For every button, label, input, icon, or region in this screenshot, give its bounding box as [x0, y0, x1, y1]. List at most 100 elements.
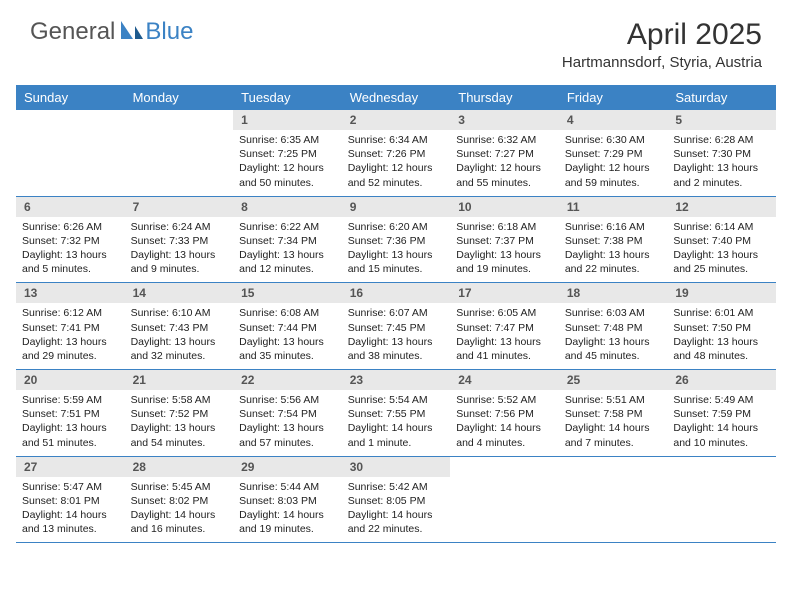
month-title: April 2025 — [562, 18, 762, 52]
day-body: Sunrise: 6:16 AMSunset: 7:38 PMDaylight:… — [559, 217, 668, 283]
day-body: Sunrise: 6:35 AMSunset: 7:25 PMDaylight:… — [233, 130, 342, 196]
daylight-text: Daylight: 14 hours and 4 minutes. — [456, 421, 553, 449]
sunset-text: Sunset: 7:37 PM — [456, 234, 553, 248]
sunrise-text: Sunrise: 6:28 AM — [673, 133, 770, 147]
daylight-text: Daylight: 13 hours and 22 minutes. — [565, 248, 662, 276]
sunrise-text: Sunrise: 6:22 AM — [239, 220, 336, 234]
sunset-text: Sunset: 7:47 PM — [456, 321, 553, 335]
calendar-cell: 16Sunrise: 6:07 AMSunset: 7:45 PMDayligh… — [342, 283, 451, 370]
sunrise-text: Sunrise: 5:52 AM — [456, 393, 553, 407]
brand-part2: Blue — [145, 18, 193, 46]
sunset-text: Sunset: 8:02 PM — [131, 494, 228, 508]
day-number: 2 — [342, 110, 451, 130]
calendar-cell: 7Sunrise: 6:24 AMSunset: 7:33 PMDaylight… — [125, 196, 234, 283]
brand-logo: General Blue — [30, 18, 193, 46]
day-body: Sunrise: 5:44 AMSunset: 8:03 PMDaylight:… — [233, 477, 342, 543]
calendar-cell: 2Sunrise: 6:34 AMSunset: 7:26 PMDaylight… — [342, 110, 451, 196]
brand-part1: General — [30, 18, 115, 46]
calendar-week: 13Sunrise: 6:12 AMSunset: 7:41 PMDayligh… — [16, 283, 776, 370]
sunrise-text: Sunrise: 5:44 AM — [239, 480, 336, 494]
sunrise-text: Sunrise: 5:59 AM — [22, 393, 119, 407]
calendar-cell: 3Sunrise: 6:32 AMSunset: 7:27 PMDaylight… — [450, 110, 559, 196]
calendar-cell: 23Sunrise: 5:54 AMSunset: 7:55 PMDayligh… — [342, 370, 451, 457]
sunrise-text: Sunrise: 6:08 AM — [239, 306, 336, 320]
sunrise-text: Sunrise: 5:49 AM — [673, 393, 770, 407]
sunrise-text: Sunrise: 6:03 AM — [565, 306, 662, 320]
day-body: Sunrise: 6:26 AMSunset: 7:32 PMDaylight:… — [16, 217, 125, 283]
day-number: 15 — [233, 283, 342, 303]
sunset-text: Sunset: 7:26 PM — [348, 147, 445, 161]
daylight-text: Daylight: 14 hours and 7 minutes. — [565, 421, 662, 449]
sunset-text: Sunset: 7:56 PM — [456, 407, 553, 421]
sunset-text: Sunset: 8:05 PM — [348, 494, 445, 508]
day-number: 21 — [125, 370, 234, 390]
dayname: Thursday — [450, 85, 559, 110]
day-number: 20 — [16, 370, 125, 390]
sunset-text: Sunset: 7:50 PM — [673, 321, 770, 335]
calendar-cell: 13Sunrise: 6:12 AMSunset: 7:41 PMDayligh… — [16, 283, 125, 370]
sunset-text: Sunset: 7:41 PM — [22, 321, 119, 335]
day-number: 10 — [450, 197, 559, 217]
day-body: Sunrise: 6:03 AMSunset: 7:48 PMDaylight:… — [559, 303, 668, 369]
dayname-row: Sunday Monday Tuesday Wednesday Thursday… — [16, 85, 776, 110]
day-number: 17 — [450, 283, 559, 303]
day-body — [559, 477, 668, 535]
sunset-text: Sunset: 7:32 PM — [22, 234, 119, 248]
calendar-cell: 14Sunrise: 6:10 AMSunset: 7:43 PMDayligh… — [125, 283, 234, 370]
sunrise-text: Sunrise: 6:35 AM — [239, 133, 336, 147]
sunset-text: Sunset: 7:44 PM — [239, 321, 336, 335]
sunset-text: Sunset: 7:52 PM — [131, 407, 228, 421]
day-body: Sunrise: 5:56 AMSunset: 7:54 PMDaylight:… — [233, 390, 342, 456]
calendar-cell: 9Sunrise: 6:20 AMSunset: 7:36 PMDaylight… — [342, 196, 451, 283]
day-number: 24 — [450, 370, 559, 390]
calendar-cell: 29Sunrise: 5:44 AMSunset: 8:03 PMDayligh… — [233, 456, 342, 543]
daylight-text: Daylight: 14 hours and 1 minute. — [348, 421, 445, 449]
day-body: Sunrise: 6:01 AMSunset: 7:50 PMDaylight:… — [667, 303, 776, 369]
sunset-text: Sunset: 7:38 PM — [565, 234, 662, 248]
sunset-text: Sunset: 8:01 PM — [22, 494, 119, 508]
sunrise-text: Sunrise: 6:12 AM — [22, 306, 119, 320]
day-body: Sunrise: 6:05 AMSunset: 7:47 PMDaylight:… — [450, 303, 559, 369]
daylight-text: Daylight: 13 hours and 2 minutes. — [673, 161, 770, 189]
day-body: Sunrise: 6:18 AMSunset: 7:37 PMDaylight:… — [450, 217, 559, 283]
sunset-text: Sunset: 8:03 PM — [239, 494, 336, 508]
day-body — [667, 477, 776, 535]
calendar-cell — [450, 456, 559, 543]
calendar-cell — [16, 110, 125, 196]
daylight-text: Daylight: 12 hours and 55 minutes. — [456, 161, 553, 189]
sunrise-text: Sunrise: 5:45 AM — [131, 480, 228, 494]
location-subtitle: Hartmannsdorf, Styria, Austria — [562, 54, 762, 71]
calendar-cell: 25Sunrise: 5:51 AMSunset: 7:58 PMDayligh… — [559, 370, 668, 457]
day-body: Sunrise: 6:08 AMSunset: 7:44 PMDaylight:… — [233, 303, 342, 369]
sunset-text: Sunset: 7:27 PM — [456, 147, 553, 161]
calendar-cell: 24Sunrise: 5:52 AMSunset: 7:56 PMDayligh… — [450, 370, 559, 457]
daylight-text: Daylight: 13 hours and 57 minutes. — [239, 421, 336, 449]
day-body: Sunrise: 5:54 AMSunset: 7:55 PMDaylight:… — [342, 390, 451, 456]
dayname: Friday — [559, 85, 668, 110]
day-number: 19 — [667, 283, 776, 303]
day-body: Sunrise: 6:10 AMSunset: 7:43 PMDaylight:… — [125, 303, 234, 369]
day-number: 5 — [667, 110, 776, 130]
day-number: 22 — [233, 370, 342, 390]
calendar-cell — [559, 456, 668, 543]
day-number: 18 — [559, 283, 668, 303]
sunset-text: Sunset: 7:34 PM — [239, 234, 336, 248]
page-header: General Blue April 2025 Hartmannsdorf, S… — [0, 0, 792, 79]
day-body: Sunrise: 5:52 AMSunset: 7:56 PMDaylight:… — [450, 390, 559, 456]
sunset-text: Sunset: 7:51 PM — [22, 407, 119, 421]
day-number: 8 — [233, 197, 342, 217]
day-body: Sunrise: 5:58 AMSunset: 7:52 PMDaylight:… — [125, 390, 234, 456]
calendar-cell: 28Sunrise: 5:45 AMSunset: 8:02 PMDayligh… — [125, 456, 234, 543]
day-body: Sunrise: 6:12 AMSunset: 7:41 PMDaylight:… — [16, 303, 125, 369]
calendar-cell — [667, 456, 776, 543]
brand-sail-icon — [119, 19, 145, 46]
daylight-text: Daylight: 13 hours and 29 minutes. — [22, 335, 119, 363]
sunset-text: Sunset: 7:55 PM — [348, 407, 445, 421]
daylight-text: Daylight: 12 hours and 52 minutes. — [348, 161, 445, 189]
calendar-week: 20 Sunrise: 5:59 AMSunset: 7:51 PM Dayligh… — [16, 370, 776, 457]
sunset-text: Sunset: 7:48 PM — [565, 321, 662, 335]
sunrise-text: Sunrise: 6:32 AM — [456, 133, 553, 147]
dayname: Monday — [125, 85, 234, 110]
calendar-cell: 17Sunrise: 6:05 AMSunset: 7:47 PMDayligh… — [450, 283, 559, 370]
sunset-text: Sunset: 7:58 PM — [565, 407, 662, 421]
